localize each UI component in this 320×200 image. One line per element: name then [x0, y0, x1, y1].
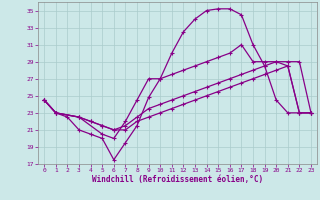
X-axis label: Windchill (Refroidissement éolien,°C): Windchill (Refroidissement éolien,°C) — [92, 175, 263, 184]
